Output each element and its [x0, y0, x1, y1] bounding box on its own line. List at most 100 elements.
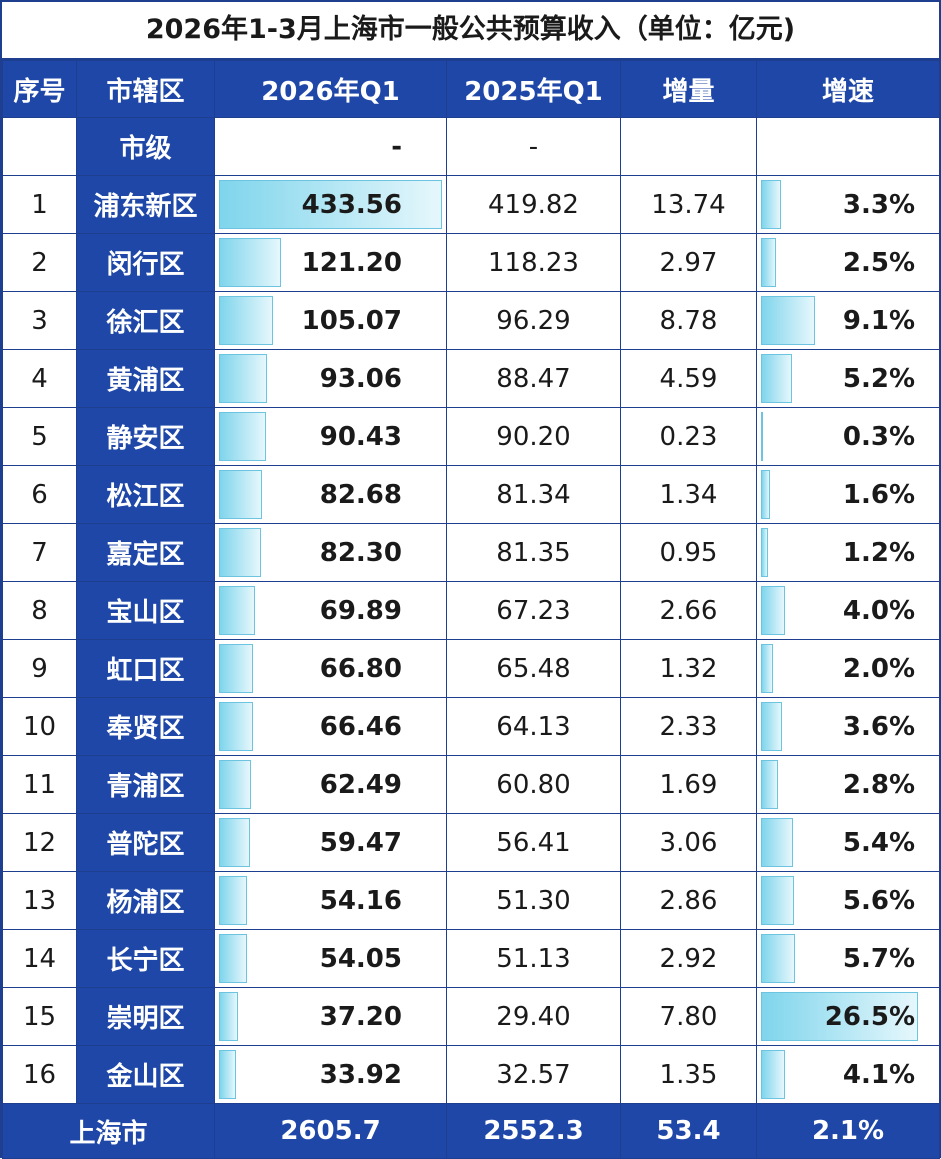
- row-district: 崇明区: [76, 987, 215, 1046]
- row-growth-bar: [761, 760, 778, 809]
- row-district: 杨浦区: [76, 871, 215, 930]
- row-growth-bar: [761, 238, 776, 287]
- row-q1-2026: 69.89: [214, 581, 447, 640]
- header-q1-2026: 2026年Q1: [214, 60, 447, 118]
- row-q1-2026: 59.47: [214, 813, 447, 872]
- row-increase: 1.35: [620, 1045, 757, 1104]
- row-growth-bar: [761, 586, 785, 635]
- row-q1-2026-value: 93.06: [319, 363, 402, 394]
- row-growth-bar: [761, 528, 769, 577]
- row-q1-2026-value: 82.30: [319, 537, 402, 568]
- row-q1-2025: 88.47: [446, 349, 621, 408]
- row-growth: 4.1%: [756, 1045, 940, 1104]
- row-district: 嘉定区: [76, 523, 215, 582]
- row-seq: 6: [2, 465, 77, 524]
- row-q1-2026: 54.16: [214, 871, 447, 930]
- row-seq: 7: [2, 523, 77, 582]
- row-q1-2026: 93.06: [214, 349, 447, 408]
- row-q1-2025: 419.82: [446, 175, 621, 234]
- row-growth-value: 5.6%: [842, 885, 915, 916]
- row-q1-2025: 65.48: [446, 639, 621, 698]
- total-row: 上海市 2605.7 2552.3 53.4 2.1%: [2, 1103, 940, 1159]
- row-growth-value: 2.5%: [842, 247, 915, 278]
- table-row: 7 嘉定区 82.30 81.35 0.95 1.2%: [2, 523, 940, 582]
- row-growth: 26.5%: [756, 987, 940, 1046]
- row-district: 浦东新区: [76, 175, 215, 234]
- row-growth: 9.1%: [756, 291, 940, 350]
- row-growth: 0.3%: [756, 407, 940, 466]
- row-q1-2026-value: 90.43: [319, 421, 402, 452]
- row-growth-value: 5.2%: [842, 363, 915, 394]
- row-growth-bar: [761, 180, 781, 229]
- row-growth-bar: [761, 818, 793, 867]
- row-q1-2026-bar: [219, 818, 250, 867]
- table-row: 16 金山区 33.92 32.57 1.35 4.1%: [2, 1045, 940, 1104]
- table-row: 2 闵行区 121.20 118.23 2.97 2.5%: [2, 233, 940, 292]
- row-growth-bar: [761, 354, 792, 403]
- row-q1-2025: 51.13: [446, 929, 621, 988]
- table-row: 8 宝山区 69.89 67.23 2.66 4.0%: [2, 581, 940, 640]
- row-q1-2025: 56.41: [446, 813, 621, 872]
- row-growth-value: 0.3%: [842, 421, 915, 452]
- row-q1-2026-value: 66.80: [319, 653, 402, 684]
- city-level-growth: [756, 117, 940, 176]
- total-q1-2026: 2605.7: [214, 1103, 447, 1159]
- row-growth-bar: [761, 702, 783, 751]
- row-q1-2026: 121.20: [214, 233, 447, 292]
- row-district: 长宁区: [76, 929, 215, 988]
- row-district: 金山区: [76, 1045, 215, 1104]
- row-increase: 1.69: [620, 755, 757, 814]
- row-q1-2026-bar: [219, 876, 247, 925]
- city-level-row: 市级 - -: [2, 117, 940, 176]
- row-district: 奉贤区: [76, 697, 215, 756]
- row-growth: 1.2%: [756, 523, 940, 582]
- row-district: 黄浦区: [76, 349, 215, 408]
- table-row: 13 杨浦区 54.16 51.30 2.86 5.6%: [2, 871, 940, 930]
- row-growth: 5.2%: [756, 349, 940, 408]
- table-row: 6 松江区 82.68 81.34 1.34 1.6%: [2, 465, 940, 524]
- row-growth-bar: [761, 296, 815, 345]
- row-seq: 15: [2, 987, 77, 1046]
- total-growth: 2.1%: [756, 1103, 940, 1159]
- row-growth: 4.0%: [756, 581, 940, 640]
- row-district: 青浦区: [76, 755, 215, 814]
- row-seq: 11: [2, 755, 77, 814]
- row-q1-2025: 64.13: [446, 697, 621, 756]
- row-q1-2026: 82.68: [214, 465, 447, 524]
- row-seq: 12: [2, 813, 77, 872]
- row-seq: 16: [2, 1045, 77, 1104]
- row-q1-2025: 96.29: [446, 291, 621, 350]
- city-level-q1-2025: -: [446, 117, 621, 176]
- row-increase: 7.80: [620, 987, 757, 1046]
- row-seq: 4: [2, 349, 77, 408]
- row-q1-2026-value: 66.46: [319, 711, 402, 742]
- row-q1-2026-bar: [219, 1050, 237, 1099]
- row-q1-2026-bar: [219, 296, 274, 345]
- row-q1-2026: 66.46: [214, 697, 447, 756]
- row-district: 静安区: [76, 407, 215, 466]
- row-q1-2026: 105.07: [214, 291, 447, 350]
- table-title: 2026年1-3月上海市一般公共预算收入（单位：亿元): [2, 2, 939, 60]
- row-q1-2026: 90.43: [214, 407, 447, 466]
- table-row: 15 崇明区 37.20 29.40 7.80 26.5%: [2, 987, 940, 1046]
- row-district: 宝山区: [76, 581, 215, 640]
- row-seq: 14: [2, 929, 77, 988]
- row-q1-2026: 33.92: [214, 1045, 447, 1104]
- row-q1-2025: 81.35: [446, 523, 621, 582]
- row-increase: 2.97: [620, 233, 757, 292]
- header-q1-2025: 2025年Q1: [446, 60, 621, 118]
- row-growth-value: 26.5%: [824, 1001, 915, 1032]
- row-q1-2026-bar: [219, 992, 239, 1041]
- row-growth-bar: [761, 412, 763, 461]
- row-seq: 3: [2, 291, 77, 350]
- table-row: 1 浦东新区 433.56 419.82 13.74 3.3%: [2, 175, 940, 234]
- row-increase: 4.59: [620, 349, 757, 408]
- row-increase: 13.74: [620, 175, 757, 234]
- city-level-seq: [2, 117, 77, 176]
- row-growth-value: 9.1%: [842, 305, 915, 336]
- row-increase: 1.32: [620, 639, 757, 698]
- row-seq: 8: [2, 581, 77, 640]
- row-q1-2026-value: 33.92: [319, 1059, 402, 1090]
- row-q1-2026-bar: [219, 702, 254, 751]
- row-q1-2026-bar: [219, 180, 442, 229]
